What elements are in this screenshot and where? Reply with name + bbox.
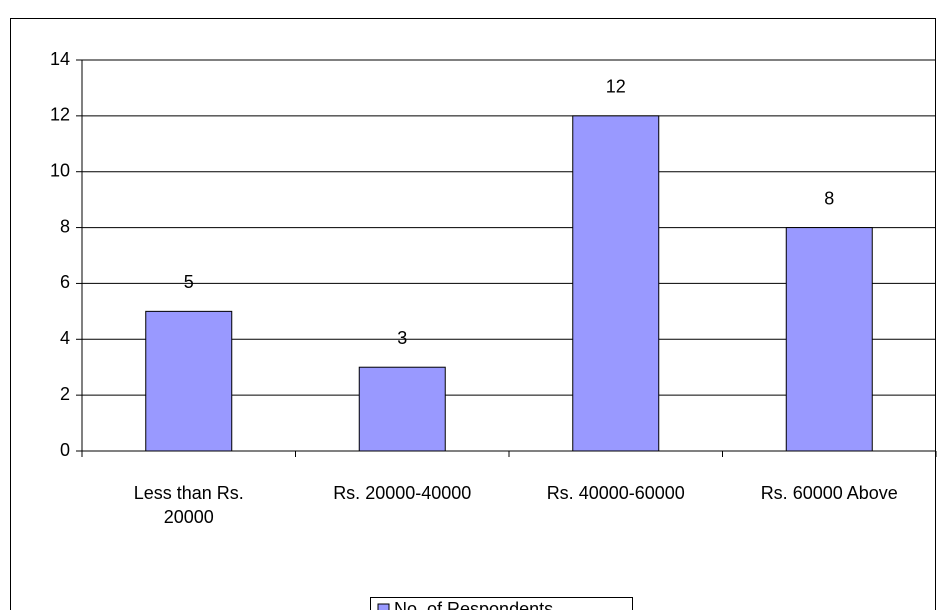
x-tick-label-box: Rs. 20000-40000 bbox=[333, 483, 472, 503]
x-tick-label: Rs. 40000-60000 bbox=[546, 483, 685, 503]
x-tick-label-box: Rs. 60000 Above bbox=[760, 483, 898, 503]
y-tick-label: 14 bbox=[50, 49, 70, 69]
x-tick-label: Less than Rs. 20000 bbox=[133, 483, 244, 527]
y-tick-label: 6 bbox=[60, 272, 70, 292]
x-tick-label: Rs. 60000 Above bbox=[760, 483, 898, 503]
bar bbox=[145, 310, 233, 452]
y-tick-label: 2 bbox=[60, 384, 70, 404]
bar bbox=[785, 227, 873, 452]
legend-label: No. of Respondents bbox=[394, 599, 553, 610]
bar bbox=[358, 366, 446, 452]
data-label: 3 bbox=[397, 328, 407, 348]
legend-box bbox=[370, 597, 633, 610]
data-label: 5 bbox=[184, 272, 194, 292]
y-tick-label: 12 bbox=[50, 105, 70, 125]
bar bbox=[572, 115, 660, 452]
x-tick-label-box: Rs. 40000-60000 bbox=[546, 483, 685, 503]
y-tick-label: 0 bbox=[60, 440, 70, 460]
x-tick-label-box: Less than Rs. 20000 bbox=[133, 483, 244, 527]
data-label: 12 bbox=[606, 77, 626, 97]
x-tick-label: Rs. 20000-40000 bbox=[333, 483, 472, 503]
legend-swatch bbox=[377, 603, 390, 610]
y-tick-label: 4 bbox=[60, 328, 70, 348]
data-label: 8 bbox=[824, 188, 834, 208]
y-tick-label: 10 bbox=[50, 160, 70, 180]
y-tick-label: 8 bbox=[60, 216, 70, 236]
